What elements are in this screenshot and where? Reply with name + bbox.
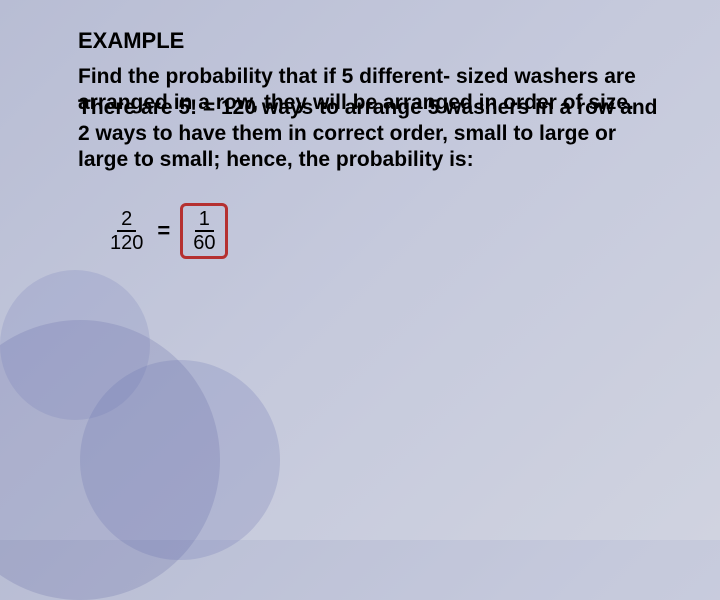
equals-sign: = — [157, 218, 170, 244]
fraction-right-numerator: 1 — [195, 208, 214, 232]
slide-title: EXAMPLE — [78, 28, 660, 54]
answer-highlight-box: 1 60 — [180, 203, 228, 259]
fraction-left-denominator: 120 — [106, 232, 147, 254]
fraction-right: 1 60 — [189, 208, 219, 254]
solution-text: There are 5! = 120 ways to arrange 5 was… — [78, 95, 660, 174]
probability-equation: 2 120 = 1 60 — [106, 203, 228, 259]
slide-content: EXAMPLE Find the probability that if 5 d… — [0, 0, 720, 259]
fraction-left-numerator: 2 — [117, 208, 136, 232]
fraction-left: 2 120 — [106, 208, 147, 254]
fraction-right-denominator: 60 — [189, 232, 219, 254]
bg-circle-3 — [0, 270, 150, 420]
